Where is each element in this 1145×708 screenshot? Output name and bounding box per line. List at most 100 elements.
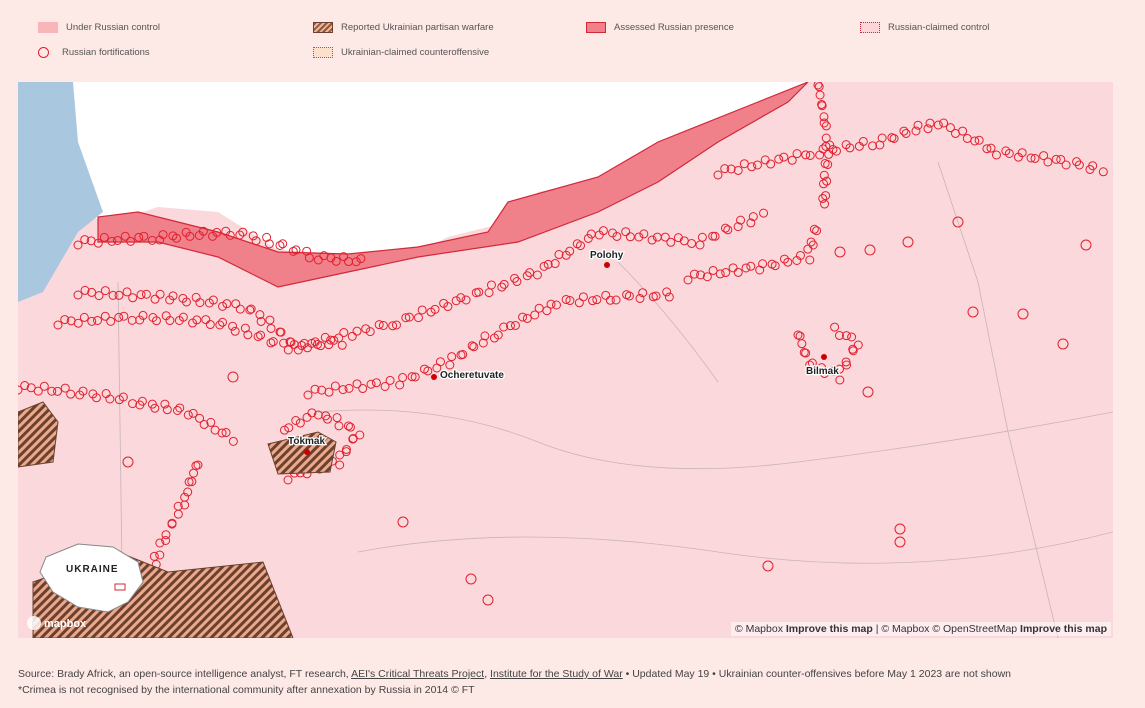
fortification-marker: [598, 226, 608, 236]
fortification-marker: [482, 594, 494, 606]
fortification-marker: [1017, 148, 1027, 158]
fortification-marker: [291, 245, 301, 255]
fortification-marker: [378, 320, 388, 330]
fortification-marker: [345, 422, 355, 432]
inset-highlight: [114, 583, 126, 591]
fortification-marker: [443, 302, 453, 312]
fortification-marker: [150, 294, 160, 304]
map[interactable]: Polohy Ocheretuvate Bilmak Tokmak UKRAIN…: [18, 82, 1113, 638]
fortification-marker: [499, 322, 509, 332]
fortification-marker: [334, 421, 344, 431]
fortification-marker: [821, 191, 831, 201]
fortification-marker: [913, 120, 923, 130]
fortification-marker: [184, 477, 194, 487]
mapbox-credit[interactable]: © Mapbox: [734, 623, 783, 635]
fortification-marker: [842, 360, 852, 370]
mapbox-logo[interactable]: mapbox: [27, 616, 87, 630]
isw-link[interactable]: Institute for the Study of War: [490, 668, 623, 680]
fortification-marker: [696, 270, 706, 280]
fortification-marker: [561, 294, 571, 304]
fortification-marker: [733, 222, 743, 232]
fortification-marker: [407, 372, 417, 382]
fortification-marker: [818, 193, 828, 203]
fortification-marker: [451, 296, 461, 306]
fortification-marker: [430, 304, 440, 314]
fortification-marker: [352, 326, 362, 336]
fortification-marker: [295, 418, 305, 428]
improve-map-link[interactable]: Improve this map: [785, 623, 873, 635]
fortification-marker: [625, 232, 635, 242]
fortification-marker: [339, 252, 349, 262]
fortification-marker: [192, 315, 202, 325]
fortification-marker: [228, 321, 238, 331]
mapbox-credit[interactable]: © Mapbox: [881, 623, 930, 635]
fortification-marker: [158, 230, 168, 240]
fortification-marker: [162, 405, 172, 415]
fortification-marker: [792, 149, 802, 159]
fortification-marker: [212, 227, 222, 237]
fortification-marker: [530, 310, 540, 320]
fortification-marker: [715, 269, 725, 279]
fortification-marker: [275, 240, 285, 250]
fortification-marker: [662, 287, 672, 297]
fortification-marker: [635, 293, 645, 303]
fortification-marker: [155, 538, 165, 548]
fortification-marker: [181, 297, 191, 307]
fortification-marker: [225, 230, 235, 240]
fortification-marker: [87, 316, 97, 326]
fortification-marker: [746, 261, 756, 271]
fortification-marker: [621, 227, 631, 237]
fortification-marker: [334, 333, 344, 343]
improve-map-link[interactable]: Improve this map: [1020, 623, 1107, 635]
fortification-marker: [828, 366, 838, 376]
fortification-marker: [167, 519, 177, 529]
fortification-marker: [834, 330, 844, 340]
fortification-marker: [100, 311, 110, 321]
fortification-marker: [687, 238, 697, 248]
fortification-marker: [221, 428, 231, 438]
fortification-marker: [447, 352, 457, 362]
fortification-marker: [967, 306, 979, 318]
fortification-marker: [923, 124, 933, 134]
fortification-marker: [818, 144, 828, 154]
fortification-marker: [347, 331, 357, 341]
fortification-marker: [1098, 167, 1108, 177]
fortification-marker: [80, 285, 90, 295]
legend-russian-claimed: Russian-claimed control: [860, 22, 989, 33]
fortification-marker: [91, 393, 101, 403]
fortification-marker: [161, 530, 171, 540]
ukraine-outline: [39, 543, 144, 613]
fortification-marker: [565, 296, 575, 306]
osm-credit[interactable]: © OpenStreetMap: [932, 623, 1018, 635]
separator: |: [875, 623, 879, 635]
fortification-marker: [991, 150, 1001, 160]
fortification-marker: [820, 199, 830, 209]
fortification-marker: [114, 312, 124, 322]
source-suffix: • Updated May 19 • Ukrainian counter-off…: [625, 668, 1012, 680]
fortification-marker: [755, 265, 765, 275]
aei-link[interactable]: AEI's Critical Threats Project: [351, 668, 485, 680]
fortification-marker: [812, 226, 822, 236]
fortification-marker: [651, 291, 661, 301]
fortification-marker: [445, 360, 455, 370]
fortification-marker: [155, 289, 165, 299]
fortification-marker: [805, 360, 815, 370]
source-text: Source: Brady Africk, an open-source int…: [18, 668, 349, 680]
fortification-marker: [313, 255, 323, 265]
fortification-marker: [825, 140, 835, 150]
fortification-marker: [168, 291, 178, 301]
fortification-marker: [188, 408, 198, 418]
fortification-marker: [660, 232, 670, 242]
city-tokmak: Tokmak: [288, 436, 325, 447]
fortification-marker: [175, 403, 185, 413]
fortification-marker: [53, 386, 63, 396]
fortification-marker: [877, 133, 887, 143]
fortification-marker: [93, 315, 103, 325]
russian-fortifications: [18, 82, 1108, 619]
fortification-marker: [344, 383, 354, 393]
fortification-marker: [766, 159, 776, 169]
map-attribution: © Mapbox Improve this map | © Mapbox © O…: [730, 622, 1111, 636]
fortification-marker: [180, 500, 190, 510]
fortification-marker: [324, 387, 334, 397]
fortification-marker: [805, 255, 815, 265]
